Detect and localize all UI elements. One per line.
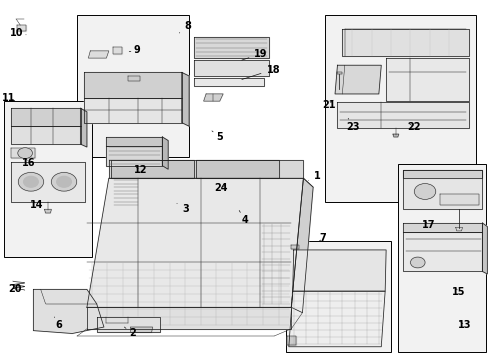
- Text: 5: 5: [211, 131, 222, 142]
- Circle shape: [18, 172, 43, 191]
- Polygon shape: [287, 336, 296, 345]
- Text: 10: 10: [10, 28, 26, 38]
- Polygon shape: [81, 108, 87, 147]
- Polygon shape: [439, 194, 478, 205]
- Polygon shape: [111, 160, 194, 178]
- Polygon shape: [336, 102, 468, 128]
- Polygon shape: [17, 25, 26, 31]
- Text: 6: 6: [54, 317, 62, 330]
- Polygon shape: [87, 307, 291, 329]
- Polygon shape: [194, 60, 269, 76]
- Polygon shape: [402, 223, 482, 232]
- Polygon shape: [392, 134, 398, 137]
- Polygon shape: [482, 223, 487, 274]
- Polygon shape: [402, 170, 482, 210]
- Polygon shape: [402, 170, 482, 178]
- Text: 21: 21: [321, 100, 335, 110]
- Polygon shape: [84, 98, 182, 123]
- Bar: [398, 164, 485, 352]
- Polygon shape: [130, 327, 152, 332]
- Text: 7: 7: [319, 233, 325, 243]
- Polygon shape: [33, 289, 104, 333]
- Polygon shape: [11, 162, 85, 202]
- Polygon shape: [108, 160, 303, 178]
- Text: 22: 22: [407, 122, 420, 132]
- Polygon shape: [342, 30, 468, 56]
- Text: 19: 19: [242, 49, 267, 60]
- Text: 20: 20: [9, 284, 22, 294]
- Text: 3: 3: [177, 203, 189, 214]
- Polygon shape: [291, 178, 312, 313]
- Polygon shape: [334, 65, 381, 94]
- Text: 17: 17: [421, 220, 435, 230]
- Polygon shape: [97, 317, 160, 332]
- Polygon shape: [11, 126, 81, 144]
- Text: 16: 16: [22, 158, 35, 168]
- Circle shape: [18, 148, 32, 158]
- Polygon shape: [291, 245, 298, 249]
- Polygon shape: [196, 160, 279, 178]
- Text: 13: 13: [457, 320, 471, 330]
- Text: 12: 12: [133, 165, 147, 175]
- Bar: [286, 241, 390, 352]
- Circle shape: [413, 184, 435, 199]
- Polygon shape: [112, 47, 122, 54]
- Text: 4: 4: [239, 211, 248, 225]
- Bar: [77, 15, 189, 157]
- Text: 2: 2: [124, 327, 135, 338]
- Polygon shape: [87, 178, 303, 307]
- Text: 23: 23: [346, 118, 359, 132]
- Polygon shape: [194, 37, 269, 58]
- Polygon shape: [88, 51, 108, 58]
- Text: 11: 11: [2, 93, 16, 103]
- Circle shape: [23, 176, 38, 187]
- Polygon shape: [84, 72, 182, 98]
- Polygon shape: [336, 72, 342, 74]
- Polygon shape: [292, 250, 386, 291]
- Text: 18: 18: [242, 64, 280, 80]
- Circle shape: [51, 172, 77, 191]
- Polygon shape: [106, 146, 162, 166]
- Circle shape: [57, 176, 71, 187]
- Polygon shape: [162, 137, 168, 169]
- Polygon shape: [182, 72, 189, 126]
- Text: 14: 14: [30, 200, 43, 210]
- Polygon shape: [44, 210, 51, 213]
- Text: 24: 24: [214, 183, 227, 193]
- Polygon shape: [11, 108, 81, 126]
- Polygon shape: [386, 58, 468, 101]
- Polygon shape: [128, 76, 140, 81]
- Polygon shape: [455, 227, 462, 231]
- Bar: [325, 15, 475, 202]
- Text: 8: 8: [179, 21, 191, 33]
- Text: 15: 15: [451, 287, 465, 297]
- Polygon shape: [288, 291, 385, 347]
- Circle shape: [409, 257, 424, 268]
- Polygon shape: [402, 232, 482, 271]
- Polygon shape: [11, 148, 35, 158]
- Bar: [4, 101, 92, 257]
- Text: 9: 9: [129, 45, 140, 55]
- Polygon shape: [106, 137, 162, 146]
- Polygon shape: [194, 78, 264, 86]
- Polygon shape: [203, 94, 223, 101]
- Text: 1: 1: [308, 171, 320, 181]
